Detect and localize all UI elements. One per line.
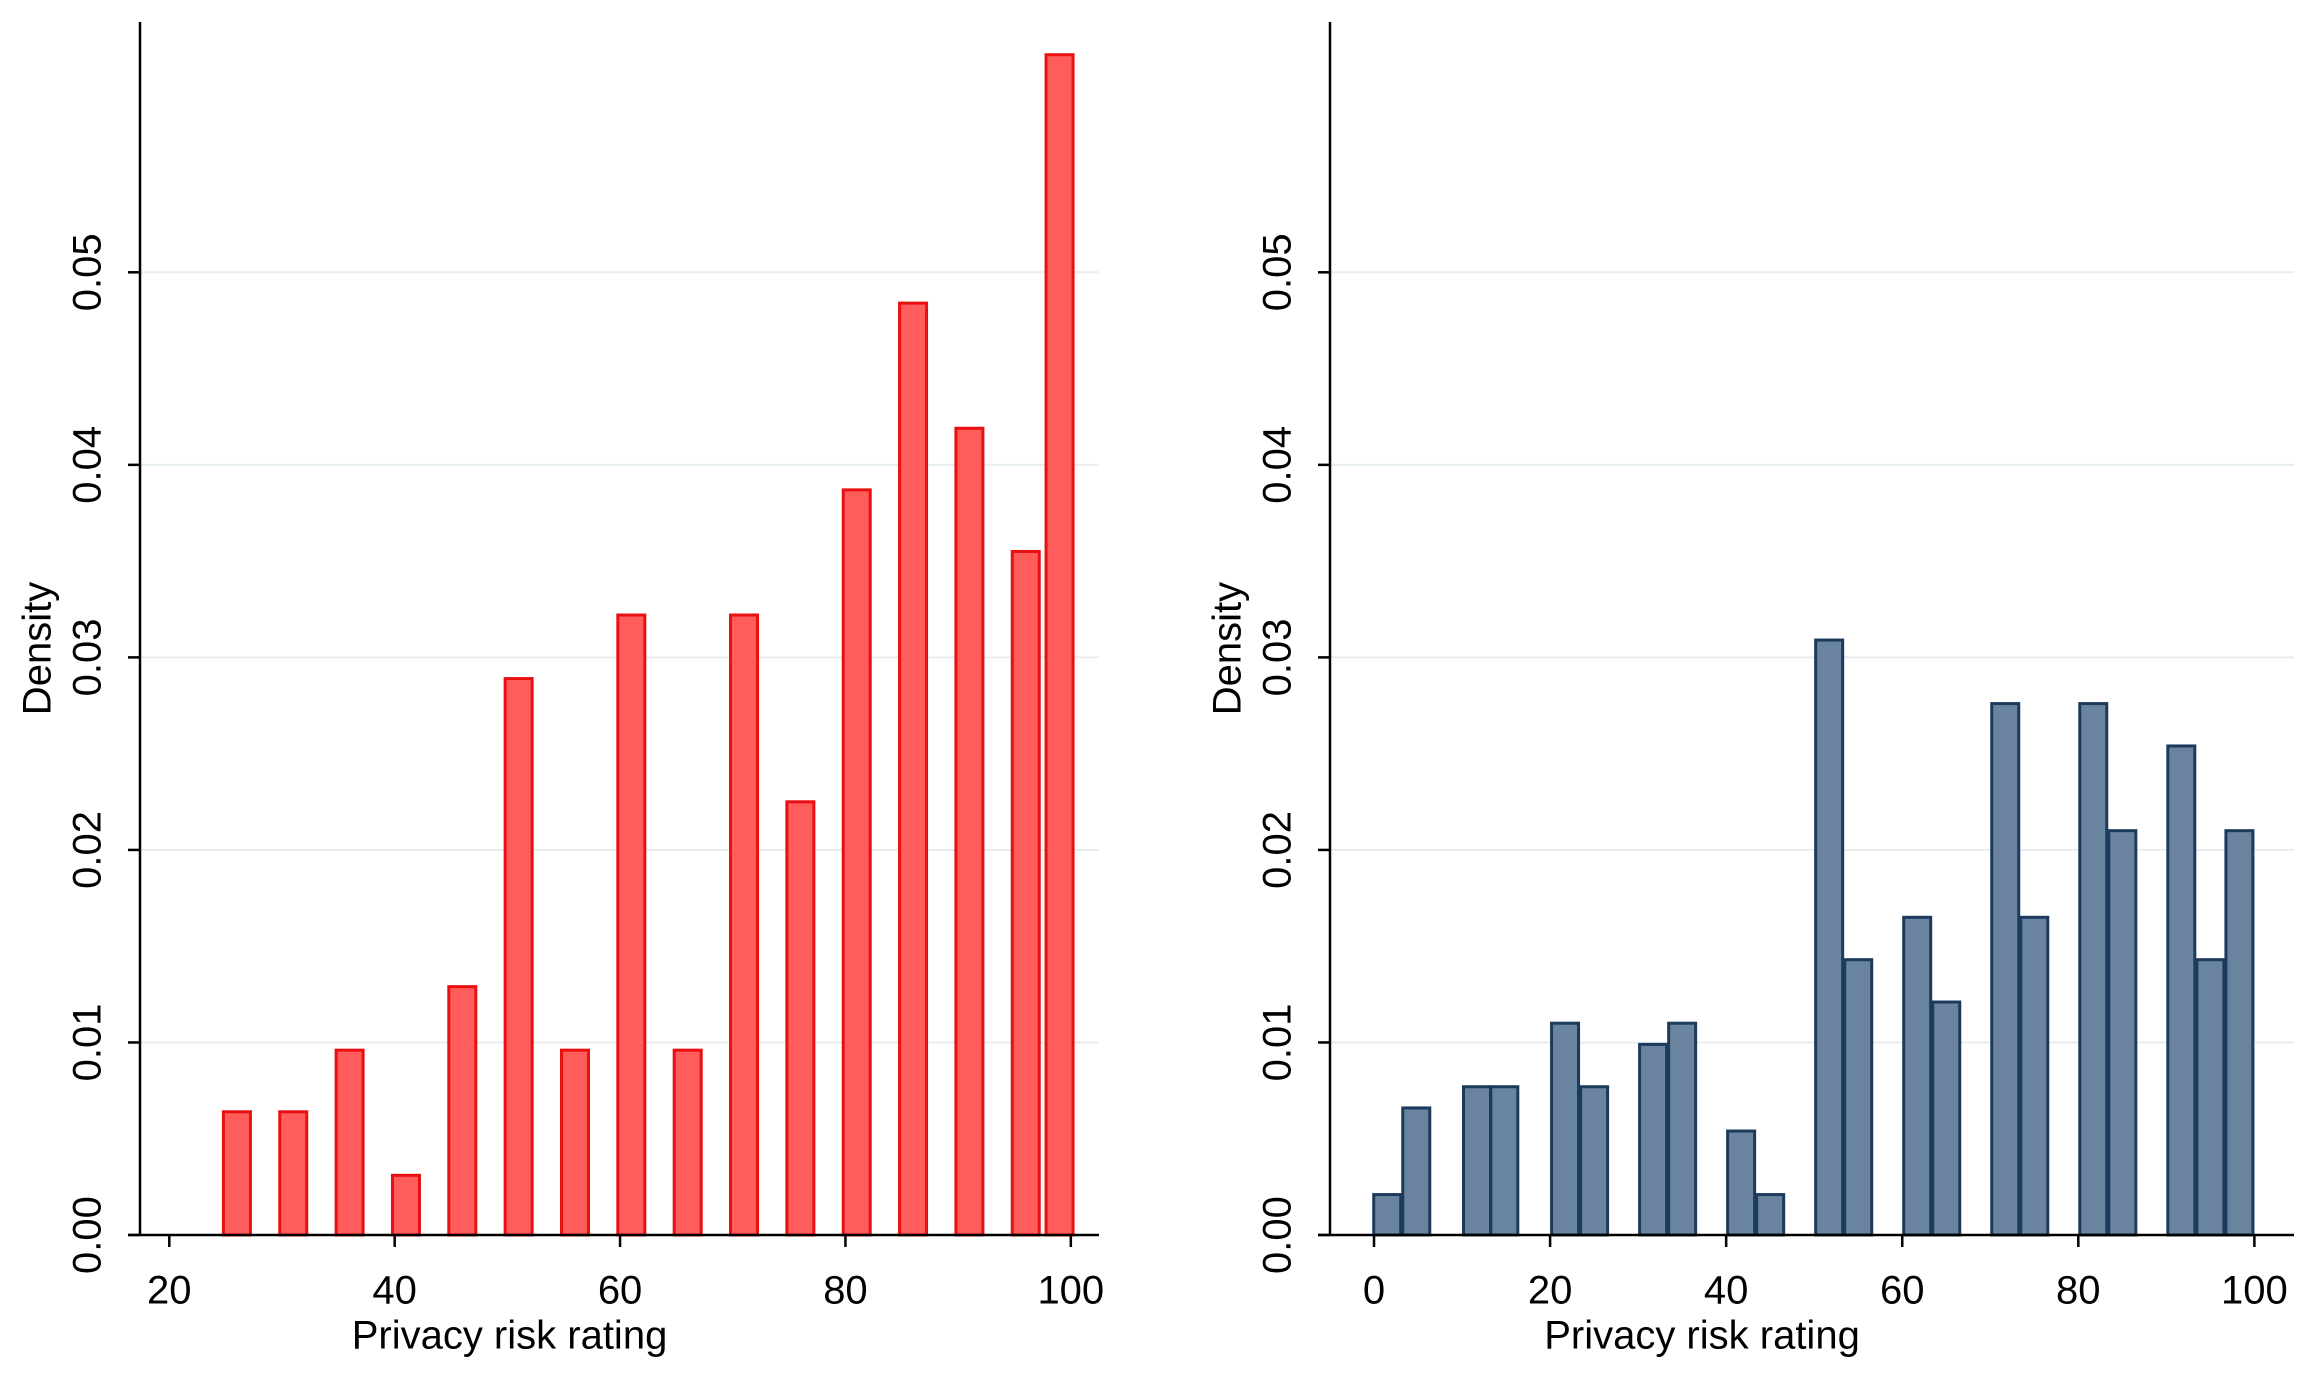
- bar: [221, 1110, 252, 1237]
- bar: [1667, 1021, 1698, 1237]
- bar: [1044, 53, 1075, 1237]
- y-tick-label: 0.01: [66, 1004, 110, 1082]
- bar: [898, 301, 929, 1237]
- y-tick-label: 0.04: [66, 426, 110, 504]
- bar: [278, 1110, 309, 1237]
- x-tick-label: 80: [2056, 1269, 2101, 1313]
- y-tick-label: 0.00: [1256, 1196, 1300, 1274]
- y-tick-label: 0.01: [1256, 1004, 1300, 1082]
- x-tick-label: 40: [372, 1269, 417, 1313]
- x-tick-label: 100: [1037, 1269, 1104, 1313]
- bar: [2224, 829, 2255, 1237]
- bar: [1579, 1085, 1610, 1237]
- x-tick-label: 80: [823, 1269, 868, 1313]
- x-tick-label: 20: [1528, 1269, 1573, 1313]
- bar: [672, 1048, 703, 1237]
- y-tick-label: 0.03: [1256, 618, 1300, 696]
- bar: [1550, 1021, 1581, 1237]
- bar: [1755, 1193, 1786, 1237]
- bar: [1401, 1106, 1432, 1237]
- bar: [503, 677, 534, 1237]
- bar: [841, 488, 872, 1237]
- x-tick-label: 60: [1880, 1269, 1925, 1313]
- x-tick-label: 40: [1704, 1269, 1749, 1313]
- bar: [785, 800, 816, 1237]
- x-axis-label: Privacy risk rating: [1544, 1314, 1860, 1358]
- y-tick-label: 0.02: [66, 811, 110, 889]
- x-tick-label: 100: [2221, 1269, 2288, 1313]
- bar: [1462, 1085, 1493, 1237]
- bar: [2078, 702, 2109, 1237]
- y-axis-label: Density: [1206, 582, 1250, 715]
- y-tick-label: 0.03: [66, 618, 110, 696]
- x-tick-label: 0: [1363, 1269, 1385, 1313]
- bar: [616, 613, 647, 1237]
- bar: [2019, 915, 2050, 1237]
- y-tick-label: 0.02: [1256, 811, 1300, 889]
- bar: [1638, 1042, 1669, 1237]
- bar: [334, 1048, 365, 1237]
- y-tick-label: 0.00: [66, 1196, 110, 1274]
- y-tick-label: 0.05: [1256, 233, 1300, 311]
- y-tick-label: 0.04: [1256, 426, 1300, 504]
- bar: [1990, 702, 2021, 1237]
- bar: [1726, 1129, 1757, 1237]
- bar: [1489, 1085, 1520, 1237]
- bar: [2195, 958, 2226, 1237]
- bar: [1902, 915, 1933, 1237]
- x-tick-label: 20: [147, 1269, 192, 1313]
- y-axis-label: Density: [16, 582, 60, 715]
- bar: [1814, 638, 1845, 1237]
- bar: [1010, 549, 1041, 1237]
- bar: [390, 1173, 421, 1237]
- x-axis-label: Privacy risk rating: [352, 1314, 668, 1358]
- bar: [954, 426, 985, 1237]
- bar: [2107, 829, 2138, 1237]
- bar: [729, 613, 760, 1237]
- y-tick-label: 0.05: [66, 233, 110, 311]
- x-tick-label: 60: [598, 1269, 643, 1313]
- bar: [1372, 1193, 1403, 1237]
- bar: [2166, 744, 2197, 1237]
- bar: [1843, 958, 1874, 1237]
- bar: [447, 985, 478, 1237]
- bar: [1931, 1000, 1962, 1237]
- bar: [559, 1048, 590, 1237]
